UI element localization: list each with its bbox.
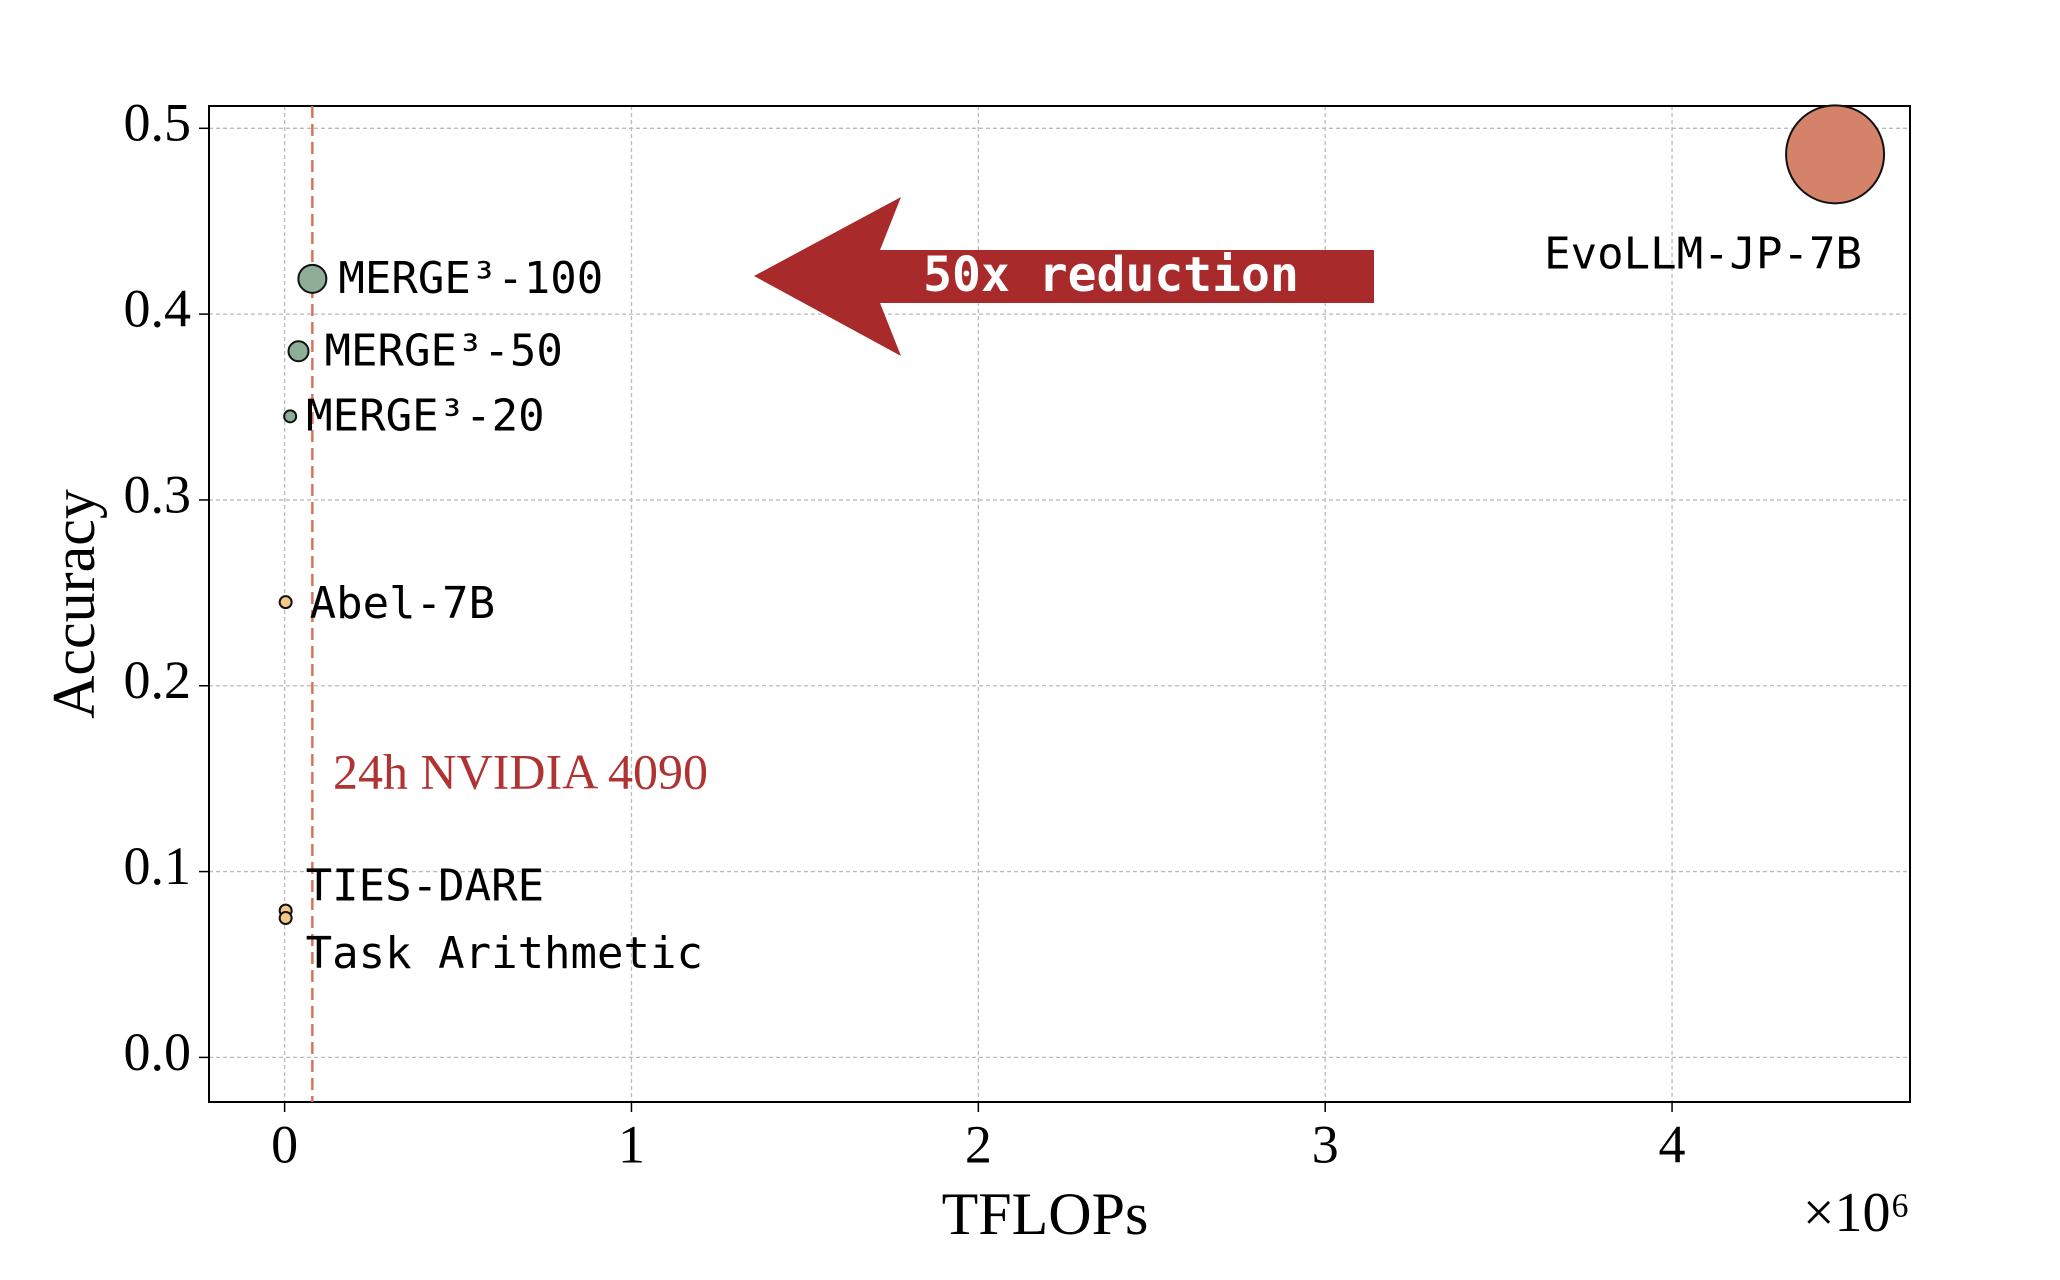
y-tick-label: 0.0 — [124, 1022, 192, 1082]
point-label: MERGE³-100 — [338, 253, 603, 304]
arrow — [754, 197, 1374, 356]
bubble — [278, 595, 293, 610]
point-label: EvoLLM-JP-7B — [1544, 228, 1862, 279]
annotation-text: 50x reduction — [923, 247, 1299, 303]
y-tick-label: 0.4 — [124, 279, 192, 339]
x-tick-label: 1 — [618, 1114, 645, 1174]
point-label: TIES-DARE — [306, 861, 544, 912]
point-label: MERGE³-50 — [324, 325, 562, 376]
x-tick-label: 2 — [965, 1114, 992, 1174]
y-tick-label: 0.5 — [124, 93, 192, 153]
y-tick-label: 0.2 — [124, 650, 192, 710]
plot-frame — [208, 105, 1911, 1103]
y-axis-title: Accuracy — [41, 489, 107, 719]
point-label: Task Arithmetic — [306, 928, 703, 979]
y-tick-label: 0.1 — [124, 836, 192, 896]
point-label: Abel-7B — [310, 578, 495, 629]
bubble — [1785, 104, 1886, 205]
bubble — [283, 409, 298, 424]
grid — [209, 106, 1910, 1102]
bubble — [287, 340, 310, 363]
y-tick-label: 0.3 — [124, 464, 192, 524]
x-axis-title: TFLOPs — [942, 1181, 1149, 1247]
reference-label: 24h NVIDIA 4090 — [333, 743, 708, 799]
point-label: MERGE³-20 — [306, 390, 544, 441]
x-tick-label: 3 — [1312, 1114, 1339, 1174]
x-offset-label: ×10⁶ — [1803, 1182, 1910, 1244]
x-tick-label: 4 — [1659, 1114, 1686, 1174]
bubble — [297, 263, 328, 294]
bubble — [278, 911, 293, 926]
x-tick-label: 0 — [271, 1114, 298, 1174]
